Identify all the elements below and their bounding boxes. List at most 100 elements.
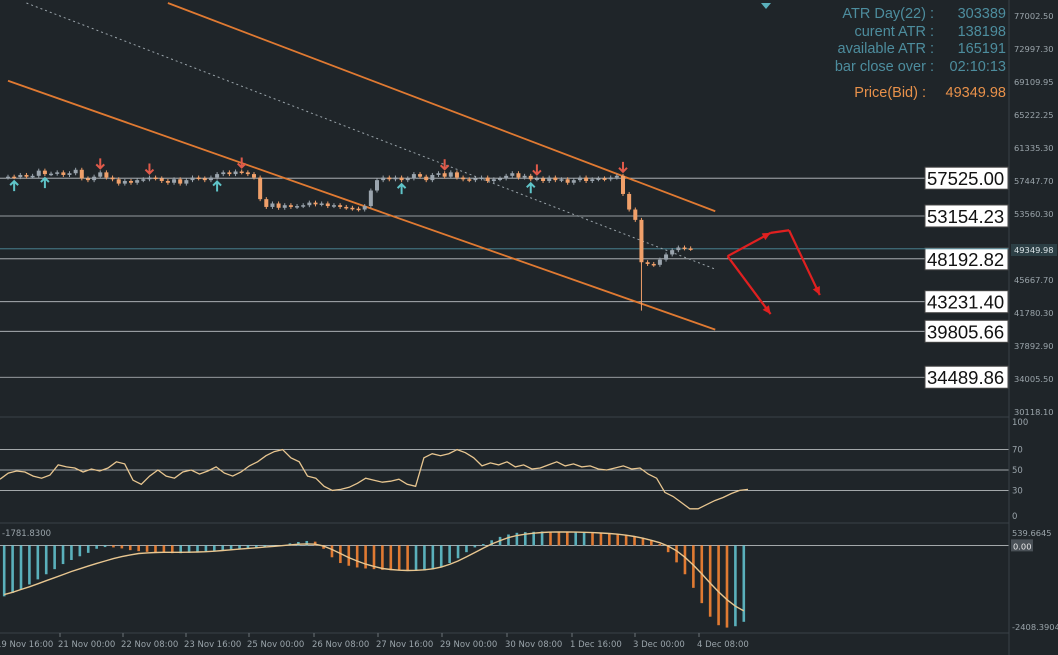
shift-marker-icon: [761, 3, 771, 9]
macd-histogram-bar: [742, 545, 746, 622]
level-label: 43231.40: [927, 292, 1004, 313]
candle-body: [301, 205, 306, 207]
macd-histogram-bar: [717, 545, 720, 626]
candle-body: [590, 179, 595, 182]
rsi-tick-label: 70: [1012, 446, 1023, 456]
candle-body: [479, 177, 484, 180]
sell-arrow: [95, 158, 105, 170]
candle-body: [239, 171, 244, 174]
candle-body: [295, 206, 300, 208]
candle-body: [42, 170, 47, 175]
macd-histogram-bar: [103, 545, 107, 548]
macd-histogram-bar: [187, 545, 191, 553]
buy-arrow: [212, 180, 222, 192]
time-tick-label: 1 Dec 16:00: [570, 640, 622, 650]
level-label-box: [924, 290, 1009, 314]
candle-body: [208, 177, 213, 181]
projection-down-arrow-head: [812, 286, 820, 296]
macd-histogram-bar: [549, 531, 552, 546]
macd-histogram-bar: [397, 545, 401, 571]
macd-histogram-bar: [708, 545, 712, 617]
available-atr-value: 165191: [957, 41, 1006, 57]
atr-day-label: ATR Day(22) :: [842, 6, 934, 22]
macd-histogram-bar: [381, 545, 384, 570]
candle-body: [577, 177, 582, 181]
macd-zero-label: 0.00: [1013, 541, 1031, 551]
candle-body: [313, 202, 318, 205]
candle-body: [516, 173, 521, 178]
current-atr-label: curent ATR :: [854, 23, 934, 40]
macd-histogram-bar: [120, 545, 124, 549]
candle-body: [233, 171, 238, 175]
candle-body: [319, 203, 324, 205]
macd-histogram-bar: [255, 545, 258, 548]
price-tick-label: 34005.50: [1014, 374, 1054, 384]
macd-histogram-bar: [154, 545, 157, 553]
macd-histogram-bar: [61, 545, 65, 565]
projection-up-arrow: [727, 231, 772, 258]
price-tick-label: 61335.30: [1014, 143, 1054, 153]
candle-body: [67, 173, 72, 175]
candle-body: [288, 205, 293, 207]
macd-histogram-bar: [36, 545, 40, 580]
macd-histogram-bar: [608, 533, 611, 546]
candle-body: [522, 175, 527, 178]
macd-histogram-bar: [179, 545, 182, 554]
price-tick-label: 30118.10: [1014, 407, 1054, 417]
candle-body: [331, 205, 336, 207]
candle-body: [92, 176, 97, 181]
candle-body: [79, 169, 84, 179]
macd-value-label: -1781.8300: [2, 529, 51, 539]
candle-body: [141, 179, 146, 181]
macd-histogram-bar: [414, 545, 418, 571]
time-tick-label: 27 Nov 16:00: [376, 640, 433, 650]
candle-body: [30, 175, 35, 178]
candle-body: [639, 219, 644, 263]
macd-histogram-bar: [423, 545, 426, 571]
candle-body: [135, 180, 140, 183]
macd-histogram-bar: [490, 540, 493, 546]
buy-arrow: [396, 182, 407, 195]
candle-body: [418, 174, 423, 177]
price-tick-label: 37892.90: [1014, 341, 1054, 351]
macd-histogram-bar: [95, 545, 98, 549]
time-tick-label: 26 Nov 08:00: [312, 640, 369, 650]
current-atr-row: curent ATR : 138198: [766, 24, 1006, 42]
macd-histogram-bar: [78, 545, 82, 557]
candle-body: [547, 177, 552, 182]
price-bid-row: Price(Bid) : 49349.98: [766, 85, 1006, 103]
time-tick-label: 29 Nov 00:00: [440, 640, 497, 650]
sell-arrow: [439, 159, 450, 171]
macd-histogram-bar: [213, 545, 216, 552]
macd-histogram-bar: [347, 545, 351, 566]
candle-body: [258, 177, 263, 200]
macd-histogram-bar: [481, 544, 485, 546]
price-tick-label: 77002.50: [1014, 11, 1054, 21]
macd-histogram-bar: [364, 545, 367, 569]
macd-histogram-bar: [263, 545, 267, 547]
macd-histogram-bar: [557, 532, 561, 546]
macd-histogram-bar: [515, 532, 519, 546]
price-bid-value: 49349.98: [945, 85, 1006, 101]
macd-histogram-bar: [11, 545, 14, 593]
macd-histogram-bar: [616, 534, 620, 546]
macd-histogram-bar: [633, 536, 636, 546]
time-tick-label: 3 Dec 00:00: [633, 640, 685, 650]
candle-body: [375, 180, 379, 191]
macd-histogram-bar: [582, 532, 586, 546]
rsi-panel: [0, 448, 1009, 510]
candle-body: [264, 199, 269, 207]
macd-histogram-bar: [238, 545, 241, 549]
rsi-tick-label: 50: [1012, 466, 1023, 476]
candle-body: [633, 209, 638, 220]
candle-body: [24, 174, 29, 177]
candle-body: [147, 177, 152, 180]
candle-body: [276, 203, 281, 208]
macd-histogram-bar: [372, 545, 376, 570]
candle-body: [344, 206, 349, 209]
candle-body: [55, 172, 60, 174]
available-atr-row: available ATR : 165191: [766, 41, 1006, 59]
candle-body: [602, 178, 607, 180]
macd-histogram-bar: [599, 533, 603, 546]
